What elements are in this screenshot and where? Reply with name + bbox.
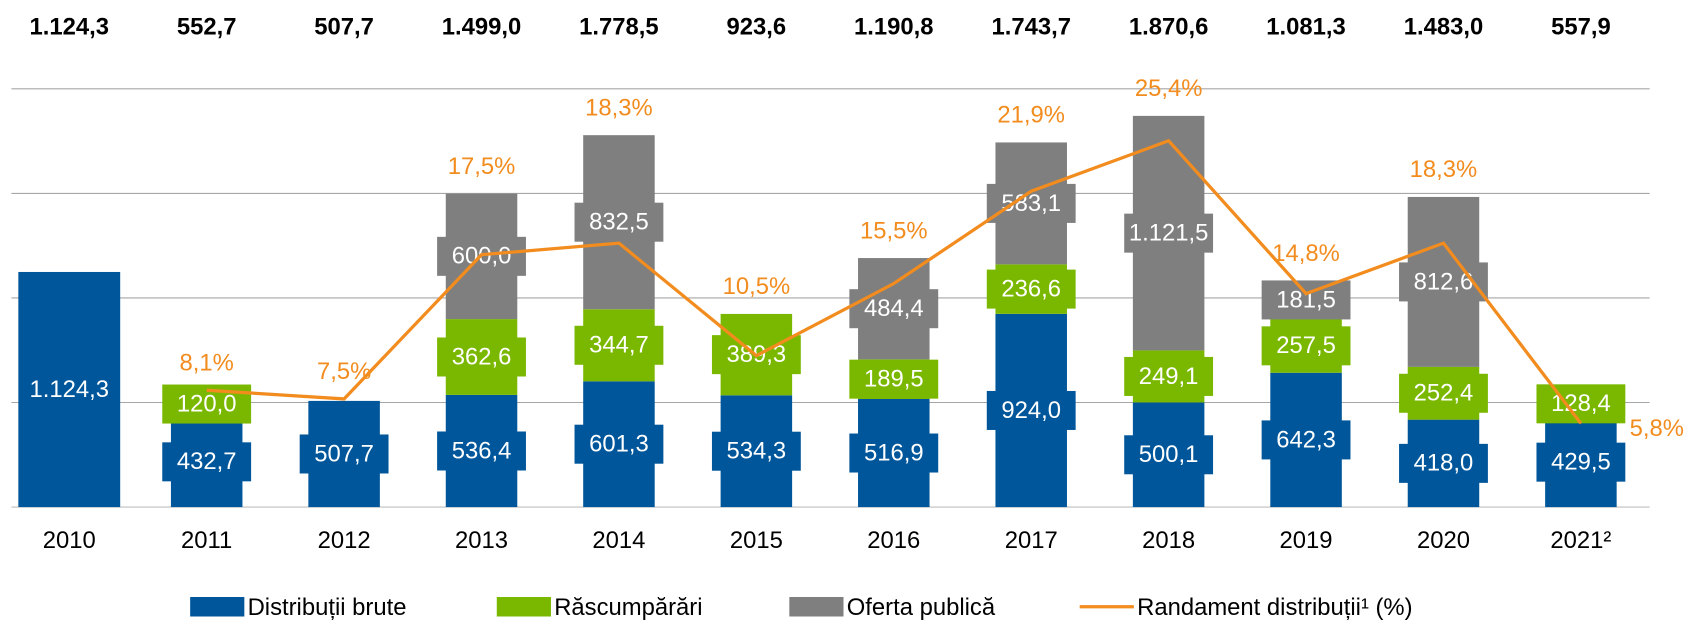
label-bg xyxy=(1124,435,1214,475)
legend-swatch xyxy=(190,596,245,617)
label-bg xyxy=(849,289,939,329)
label-bg xyxy=(1399,443,1488,483)
data-label: 832,5 xyxy=(589,209,649,236)
label-bg xyxy=(986,269,1076,309)
data-label: 812,6 xyxy=(1414,268,1474,295)
data-label: 507,7 xyxy=(314,440,374,467)
legend-label: Randament distribuții¹ (%) xyxy=(1137,594,1412,621)
label-bg xyxy=(1261,420,1351,460)
x-tick-label: 2011 xyxy=(181,527,232,554)
label-bg xyxy=(849,433,939,473)
label-bg xyxy=(1536,384,1626,424)
x-tick-label: 2010 xyxy=(43,527,96,554)
total-label: 1.081,3 xyxy=(1266,13,1346,40)
legend-label: Oferta publică xyxy=(847,594,996,621)
data-label: 249,1 xyxy=(1139,363,1199,390)
data-label: 924,0 xyxy=(1001,397,1061,424)
label-bg xyxy=(1124,213,1214,253)
label-bg xyxy=(1399,373,1488,413)
data-label: 429,5 xyxy=(1551,449,1611,476)
line-label: 18,3% xyxy=(1410,156,1478,183)
line-label: 7,5% xyxy=(317,358,371,385)
line-label: 10,5% xyxy=(723,273,791,300)
legend-swatch xyxy=(496,596,551,617)
x-tick-label: 2013 xyxy=(455,527,508,554)
x-tick-label: 2016 xyxy=(867,527,920,554)
label-bg xyxy=(574,202,664,242)
x-tick-label: 2014 xyxy=(592,527,645,554)
x-tick-label: 2017 xyxy=(1005,527,1058,554)
total-label: 1.778,5 xyxy=(579,13,659,40)
line-label: 5,8% xyxy=(1630,415,1684,442)
total-label: 1.483,0 xyxy=(1404,13,1484,40)
data-label: 181,5 xyxy=(1276,286,1336,313)
legend-swatch xyxy=(789,596,844,617)
label-bg xyxy=(986,390,1076,430)
label-bg xyxy=(437,337,526,377)
line-label: 18,3% xyxy=(585,94,653,121)
data-label: 642,3 xyxy=(1276,426,1336,453)
x-tick-label: 2012 xyxy=(318,527,371,554)
total-label: 1.870,6 xyxy=(1129,13,1209,40)
line-label: 15,5% xyxy=(860,217,928,244)
data-label: 500,1 xyxy=(1139,441,1199,468)
line-label: 8,1% xyxy=(180,350,234,377)
data-label: 534,3 xyxy=(727,438,787,465)
x-tick-label: 2018 xyxy=(1142,527,1195,554)
data-label: 536,4 xyxy=(452,437,512,464)
data-label: 344,7 xyxy=(589,332,649,359)
label-bg xyxy=(162,442,252,482)
x-tick-label: 2019 xyxy=(1280,527,1333,554)
data-label: 432,7 xyxy=(177,448,237,475)
data-label: 1.124,3 xyxy=(30,376,110,403)
data-label: 189,5 xyxy=(864,366,924,393)
data-label: 601,3 xyxy=(589,431,649,458)
total-label: 557,9 xyxy=(1551,13,1611,40)
line xyxy=(206,138,1583,425)
line-label: 14,8% xyxy=(1272,240,1340,267)
data-label: 120,0 xyxy=(177,390,237,417)
label-bg xyxy=(1536,442,1626,482)
total-label: 1.743,7 xyxy=(991,13,1071,40)
label-bg xyxy=(1261,280,1351,320)
label-bg xyxy=(1124,356,1214,396)
x-tick-label: 2021² xyxy=(1550,527,1611,554)
label-bg xyxy=(1261,326,1351,366)
label-bg xyxy=(849,359,939,399)
legend-label: Răscumpărări xyxy=(554,594,702,621)
x-tick-label: 2020 xyxy=(1417,527,1470,554)
total-label: 1.499,0 xyxy=(442,13,522,40)
data-label: 362,6 xyxy=(452,343,512,370)
legend-label: Distribuții brute xyxy=(248,594,407,621)
label-bg xyxy=(574,325,664,365)
label-bg xyxy=(437,431,526,471)
data-label: 252,4 xyxy=(1414,380,1474,407)
data-label: 257,5 xyxy=(1276,332,1336,359)
label-bg xyxy=(711,431,801,471)
data-label: 418,0 xyxy=(1414,450,1474,477)
data-label: 236,6 xyxy=(1001,275,1061,302)
label-bg xyxy=(574,424,664,464)
total-label: 1.190,8 xyxy=(854,13,934,40)
label-bg xyxy=(299,434,389,474)
total-label: 507,7 xyxy=(314,13,374,40)
label-bg xyxy=(24,370,114,410)
data-label: 583,1 xyxy=(1001,190,1061,217)
total-label: 1.124,3 xyxy=(30,13,110,40)
data-label: 516,9 xyxy=(864,439,924,466)
data-label: 1.121,5 xyxy=(1129,220,1209,247)
line-label: 17,5% xyxy=(448,153,516,180)
total-label: 552,7 xyxy=(177,13,237,40)
x-tick-label: 2015 xyxy=(730,527,783,554)
line-label: 25,4% xyxy=(1135,75,1203,102)
data-label: 484,4 xyxy=(864,295,924,322)
line-label: 21,9% xyxy=(997,102,1065,129)
total-label: 923,6 xyxy=(727,13,787,40)
